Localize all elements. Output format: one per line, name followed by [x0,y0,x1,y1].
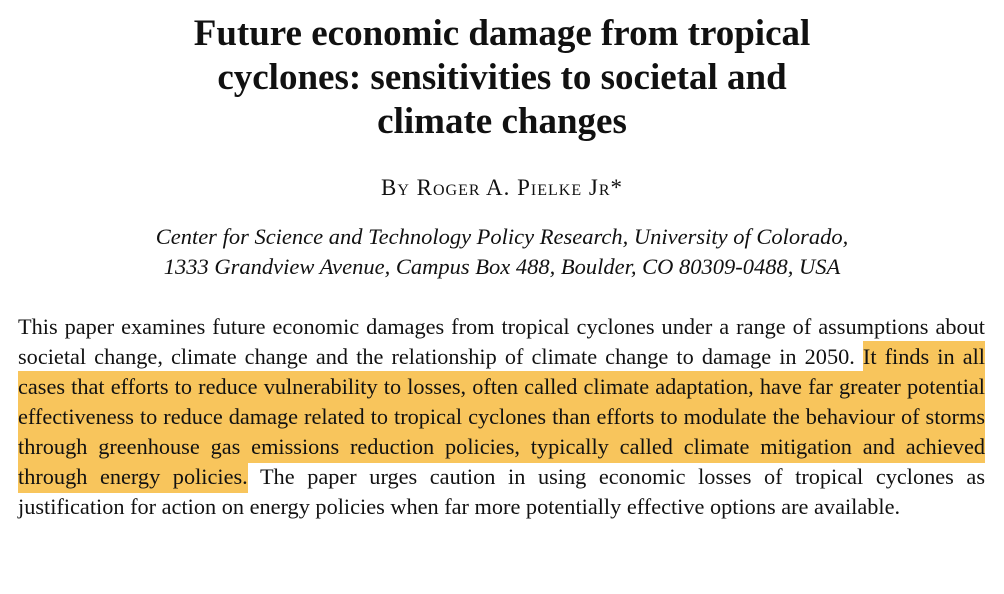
paper-title: Future economic damage from tropical cyc… [0,12,1004,144]
abstract-text: This paper examines future economic dama… [18,314,985,369]
title-line: climate changes [377,101,627,142]
abstract: This paper examines future economic dama… [18,312,986,522]
affiliation: Center for Science and Technology Policy… [0,222,1004,282]
affiliation-line: Center for Science and Technology Policy… [155,224,849,249]
title-line: cyclones: sensitivities to societal and [217,57,787,98]
affiliation-line: 1333 Grandview Avenue, Campus Box 488, B… [163,254,841,279]
title-line: Future economic damage from tropical [193,13,811,54]
byline: By Roger A. Pielke Jr* [381,175,623,200]
abstract-text: The paper urges caution in using economi… [18,464,986,519]
